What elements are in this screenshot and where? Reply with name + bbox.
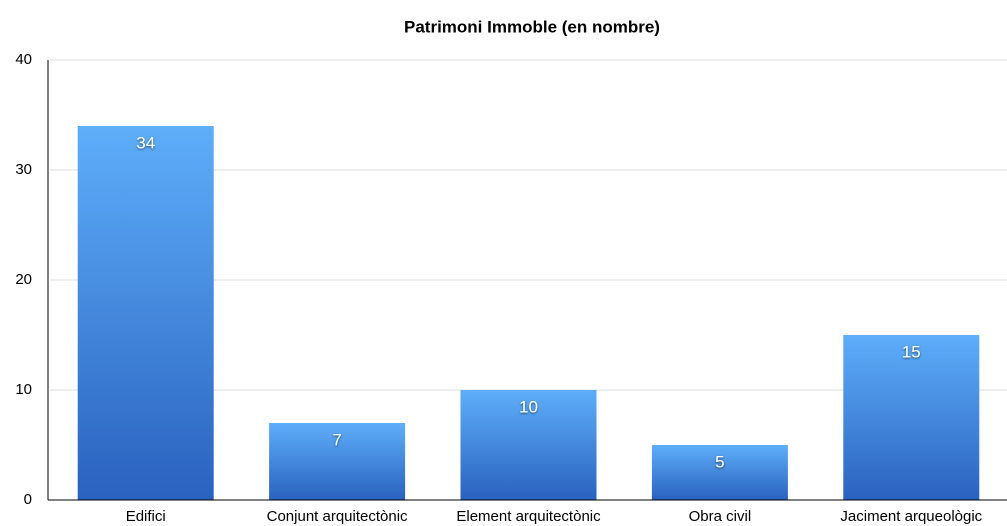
value-label: 15: [902, 342, 921, 361]
x-tick-label: Jaciment arqueològic: [840, 508, 982, 525]
x-tick-label: Edifici: [126, 508, 166, 525]
y-tick-label: 40: [15, 51, 32, 68]
bar: [460, 390, 597, 500]
bar: [651, 445, 788, 500]
bar: [269, 423, 406, 500]
bar: [843, 335, 980, 500]
x-tick-label: Conjunt arquitectònic: [267, 508, 408, 525]
y-tick-label: 0: [24, 491, 32, 508]
value-label: 7: [332, 430, 341, 449]
x-tick-label: Element arquitectònic: [456, 508, 601, 525]
bar: [77, 126, 214, 500]
chart-title: Patrimoni Immoble (en nombre): [404, 17, 660, 36]
y-tick-label: 20: [15, 271, 32, 288]
y-tick-label: 30: [15, 161, 32, 178]
value-label: 5: [715, 452, 724, 471]
y-tick-label: 10: [15, 381, 32, 398]
value-label: 34: [136, 133, 155, 152]
x-tick-label: Obra civil: [689, 508, 752, 525]
value-label: 10: [519, 397, 538, 416]
